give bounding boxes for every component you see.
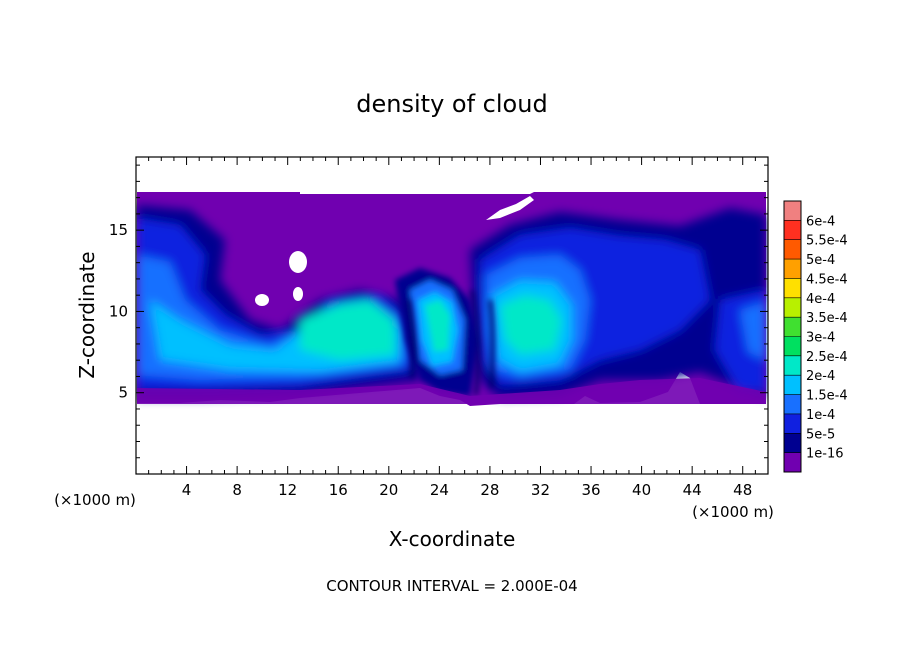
x-tick-label: 32	[531, 481, 550, 499]
colorbar-label: 5e-4	[806, 253, 835, 268]
colorbar-swatch	[784, 355, 801, 376]
colorbar-swatch	[784, 278, 801, 299]
x-tick-label: 12	[278, 481, 297, 499]
colorbar-swatch	[784, 220, 801, 241]
cloud-center	[395, 268, 480, 396]
x-tick-label: 4	[182, 481, 192, 499]
y-tick-label: 5	[118, 384, 128, 402]
colorbar-swatch	[784, 317, 801, 337]
colorbar-swatch	[784, 259, 801, 279]
colorbar-label: 1e-16	[806, 447, 844, 462]
plume-gaps	[406, 289, 495, 396]
cloud-left	[137, 205, 420, 398]
colorbar-label: 4e-4	[806, 292, 835, 307]
x-tick-label: 20	[379, 481, 398, 499]
cloud-base-fringe	[137, 378, 766, 404]
density-field	[137, 192, 766, 406]
y-tick-label: 10	[109, 302, 128, 320]
x-tick-label: 28	[480, 481, 499, 499]
colorbar-label: 3e-4	[806, 331, 835, 346]
x-tick-label: 16	[329, 481, 348, 499]
x-tick-label: 44	[683, 481, 702, 499]
x-axis-unit-left: (×1000 m)	[54, 491, 136, 509]
x-tick-label: 36	[581, 481, 600, 499]
colorbar-label: 1.5e-4	[806, 389, 848, 404]
colorbar-label: 4.5e-4	[806, 272, 848, 287]
x-tick-label: 24	[430, 481, 449, 499]
clear-air-holes	[255, 196, 534, 306]
colorbar-swatch	[784, 201, 801, 221]
colorbar-label: 5.5e-4	[806, 234, 848, 249]
colorbar-label: 5e-5	[806, 427, 835, 442]
x-axis-label: X-coordinate	[389, 527, 516, 551]
colorbar-swatch	[784, 336, 801, 357]
y-tick-label: 15	[109, 221, 128, 239]
colorbar-swatch	[784, 394, 801, 415]
colorbar-swatch	[784, 375, 801, 396]
colorbar-swatch	[784, 433, 801, 454]
colorbar-label: 2e-4	[806, 369, 835, 384]
chart-title: density of cloud	[356, 90, 547, 118]
colorbar-label: 6e-4	[806, 214, 835, 229]
colorbar: 6e-4 5.5e-4 5e-4 4.5e-4 4e-4 3.5e-4 3e-4 2.5e-4…	[783, 200, 848, 473]
y-axis-label: Z-coordinate	[75, 251, 99, 378]
colorbar-swatch	[784, 452, 801, 473]
colorbar-label: 2.5e-4	[806, 350, 848, 365]
x-tick-label: 48	[733, 481, 752, 499]
colorbar-swatch	[784, 297, 801, 318]
x-tick-label: 40	[632, 481, 651, 499]
colorbar-swatch	[784, 413, 801, 434]
x-tick-label: 8	[232, 481, 242, 499]
x-axis-unit-right: (×1000 m)	[692, 503, 774, 521]
y-axis-ticks: 5 10 15	[109, 164, 768, 459]
colorbar-swatch	[784, 239, 801, 260]
colorbar-label: 3.5e-4	[806, 311, 848, 326]
cloud-right	[470, 208, 766, 398]
x-axis-ticks: 4 8 12 16 20 24 28 32 36 40 44 48	[148, 157, 756, 499]
colorbar-label: 1e-4	[806, 408, 835, 423]
contour-interval-note: CONTOUR INTERVAL = 2.000E-04	[326, 577, 577, 595]
